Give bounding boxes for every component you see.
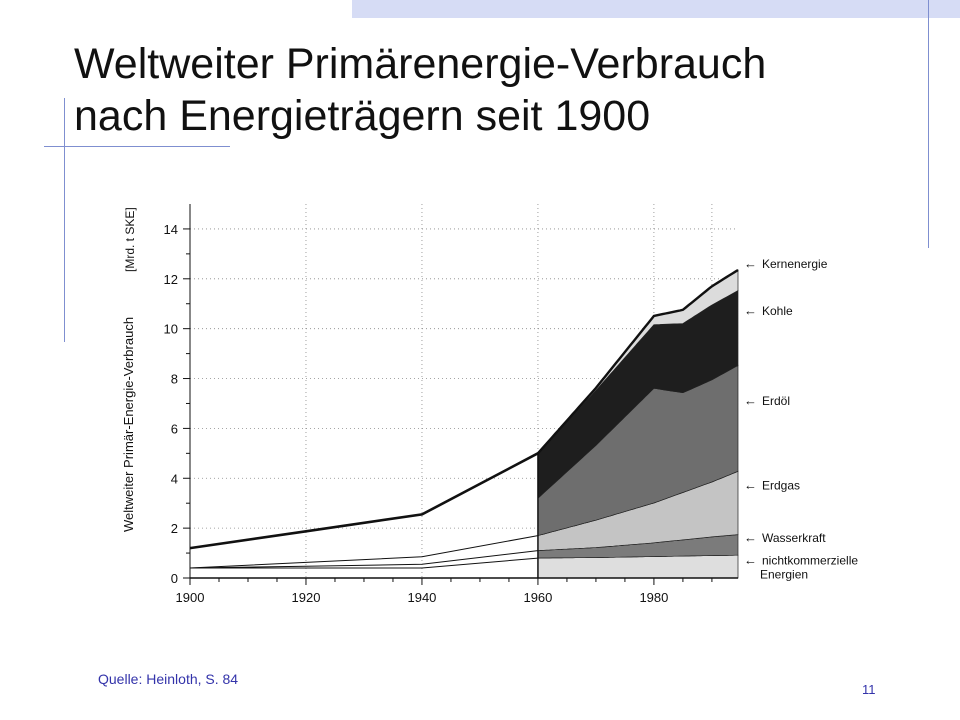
legend-item: ← Kernenergie	[744, 256, 828, 271]
legend-arrow-icon: ←	[744, 256, 757, 271]
slide-title-line-2: nach Energieträgern seit 1900	[74, 92, 651, 140]
legend-item: ← Erdgas	[744, 478, 800, 493]
decorative-vertical-line-right	[928, 0, 929, 248]
legend-label: Erdgas	[762, 479, 800, 493]
decorative-vertical-line-left	[64, 98, 65, 342]
legend-label: Kohle	[762, 304, 793, 318]
page-number: 11	[862, 682, 876, 697]
series-line-nichtkommerzielle-energien	[190, 557, 538, 569]
y-tick-label: 10	[164, 322, 178, 337]
total-line	[537, 268, 739, 455]
legend-item: ← Kohle	[744, 303, 793, 318]
legend-arrow-icon: ←	[744, 393, 757, 408]
slide-title-line-1: Weltweiter Primärenergie-Verbrauch	[74, 40, 767, 88]
y-tick-label: 14	[164, 222, 178, 237]
source-citation: Quelle: Heinloth, S. 84	[98, 671, 239, 687]
legend-label: nichtkommerzielle	[762, 554, 858, 568]
energy-consumption-chart: 0 2 4 6 8 10 12 14 1900 1920 1940 1960 1980 Weltweite…	[110, 182, 870, 612]
area-nichtkommerzielle-energien	[537, 554, 739, 579]
legend-item: ← Wasserkraft	[744, 530, 826, 545]
series-line-erdgas	[189, 535, 538, 569]
x-tick-label: 1960	[523, 590, 552, 605]
y-tick-label: 4	[171, 471, 178, 486]
y-tick-label: 8	[171, 372, 178, 387]
legend-label: Energien	[760, 568, 808, 582]
header-accent-bar	[352, 0, 960, 18]
y-tick-label: 12	[164, 272, 178, 287]
legend-arrow-icon: ←	[744, 303, 757, 318]
legend-arrow-icon: ←	[744, 530, 757, 545]
y-tick-label: 2	[171, 521, 178, 536]
x-tick-label: 1940	[407, 590, 436, 605]
x-tick-label: 1920	[292, 590, 321, 605]
legend-label: Kernenergie	[762, 257, 828, 271]
slide-title: Weltweiter Primärenergie-Verbrauch nach …	[74, 38, 914, 142]
legend-label: Erdöl	[762, 394, 790, 408]
x-tick-label: 1980	[639, 590, 668, 605]
y-tick-label: 0	[171, 571, 178, 586]
series-line-wasserkraft	[189, 550, 538, 569]
legend-arrow-icon: ←	[744, 553, 757, 568]
legend-label: Wasserkraft	[762, 531, 826, 545]
legend-item: ← Erdöl	[744, 393, 790, 408]
decorative-horizontal-line	[44, 146, 230, 147]
x-tick-label: 1900	[176, 590, 205, 605]
series-line-kernenergie	[189, 452, 539, 550]
chart-svg: 0 2 4 6 8 10 12 14 1900 1920 1940 1960 1980 Weltweite…	[121, 204, 858, 605]
y-axis-unit: [Mrd. t SKE]	[123, 207, 137, 272]
y-tick-label: 6	[171, 421, 178, 436]
legend-arrow-icon: ←	[744, 478, 757, 493]
y-axis-label: Weltweiter Primär-Energie-Verbrauch	[121, 317, 136, 532]
